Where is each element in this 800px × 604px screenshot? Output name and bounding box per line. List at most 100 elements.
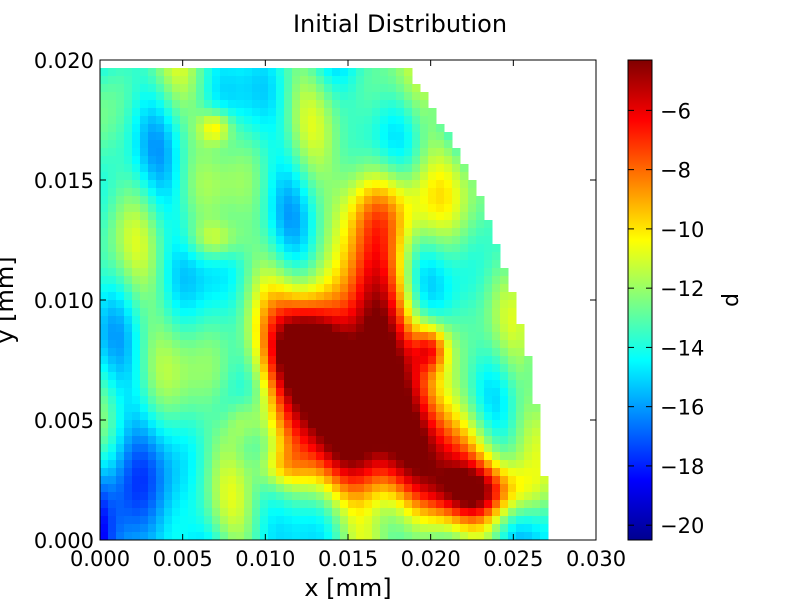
heatmap-cell: [260, 108, 269, 117]
heatmap-cell: [260, 372, 269, 381]
heatmap-cell: [132, 284, 141, 293]
heatmap-cell: [308, 252, 317, 261]
heatmap-cell: [116, 500, 125, 509]
heatmap-cell: [332, 380, 341, 389]
heatmap-cell: [212, 292, 221, 301]
heatmap-cell: [188, 300, 197, 309]
heatmap-cell: [252, 324, 261, 333]
heatmap-cell: [476, 532, 485, 540]
heatmap-cell: [132, 332, 141, 341]
heatmap-cell: [156, 396, 165, 405]
heatmap-cell: [540, 516, 549, 525]
heatmap-cell: [436, 220, 445, 229]
heatmap-cell: [172, 332, 181, 341]
heatmap-cell: [308, 68, 317, 77]
heatmap-cell: [436, 228, 445, 237]
heatmap-cell: [236, 460, 245, 469]
heatmap-cell: [540, 476, 549, 485]
heatmap-cell: [380, 300, 389, 309]
heatmap-cell: [460, 228, 469, 237]
heatmap-cell: [316, 76, 325, 85]
heatmap-cell: [180, 292, 189, 301]
heatmap-cell: [108, 332, 117, 341]
heatmap-cell: [292, 396, 301, 405]
heatmap-cell: [428, 244, 437, 253]
heatmap-cell: [540, 532, 549, 540]
heatmap-cell: [220, 364, 229, 373]
heatmap-cell: [396, 108, 405, 117]
heatmap-cell: [220, 372, 229, 381]
heatmap-cell: [364, 188, 373, 197]
heatmap-cell: [228, 148, 237, 157]
heatmap-cell: [308, 340, 317, 349]
heatmap-cell: [284, 460, 293, 469]
heatmap-cell: [284, 348, 293, 357]
heatmap-cell: [236, 172, 245, 181]
heatmap-cell: [428, 380, 437, 389]
heatmap-cell: [276, 380, 285, 389]
heatmap-cell: [332, 116, 341, 125]
heatmap-cell: [356, 196, 365, 205]
heatmap-cell: [388, 196, 397, 205]
heatmap-cell: [372, 524, 381, 533]
heatmap-cell: [196, 300, 205, 309]
heatmap-cell: [172, 100, 181, 109]
heatmap-cell: [508, 332, 517, 341]
heatmap-cell: [396, 388, 405, 397]
heatmap-cell: [228, 220, 237, 229]
heatmap-cell: [204, 380, 213, 389]
heatmap-cell: [484, 300, 493, 309]
heatmap-cell: [188, 124, 197, 133]
heatmap-cell: [268, 396, 277, 405]
colorbar-tick-label: −16: [660, 396, 704, 420]
heatmap-cell: [340, 260, 349, 269]
heatmap-cell: [380, 76, 389, 85]
heatmap-cell: [316, 84, 325, 93]
heatmap-cell: [412, 388, 421, 397]
heatmap-cell: [468, 348, 477, 357]
heatmap-cell: [300, 92, 309, 101]
heatmap-cell: [244, 212, 253, 221]
heatmap-cell: [508, 340, 517, 349]
heatmap-cell: [116, 236, 125, 245]
heatmap-cell: [532, 420, 541, 429]
heatmap-cell: [484, 316, 493, 325]
heatmap-cell: [348, 268, 357, 277]
heatmap-cell: [300, 300, 309, 309]
heatmap-cell: [236, 380, 245, 389]
heatmap-cell: [356, 444, 365, 453]
heatmap-cell: [340, 532, 349, 540]
heatmap-cell: [284, 524, 293, 533]
heatmap-cell: [460, 468, 469, 477]
heatmap-cell: [268, 492, 277, 501]
heatmap-cell: [380, 396, 389, 405]
heatmap-cell: [468, 324, 477, 333]
heatmap-cell: [476, 508, 485, 517]
heatmap-cell: [404, 76, 413, 85]
heatmap-cell: [372, 324, 381, 333]
heatmap-cell: [292, 92, 301, 101]
colorbar-ticks: −6−8−10−12−14−16−18−20: [628, 99, 704, 538]
heatmap-cell: [396, 420, 405, 429]
heatmap-cell: [420, 188, 429, 197]
heatmap-cell: [300, 420, 309, 429]
heatmap-cell: [132, 228, 141, 237]
heatmap-cell: [180, 532, 189, 540]
heatmap-cell: [180, 404, 189, 413]
heatmap-cell: [172, 436, 181, 445]
heatmap-cell: [380, 332, 389, 341]
heatmap-cell: [340, 500, 349, 509]
heatmap-cell: [124, 84, 133, 93]
heatmap-cell: [428, 204, 437, 213]
heatmap-cell: [348, 332, 357, 341]
heatmap-cell: [188, 276, 197, 285]
heatmap-cell: [308, 452, 317, 461]
heatmap-cell: [500, 268, 509, 277]
heatmap-cell: [268, 460, 277, 469]
heatmap-cell: [372, 388, 381, 397]
heatmap-cell: [140, 252, 149, 261]
heatmap-cell: [212, 276, 221, 285]
heatmap-cell: [268, 348, 277, 357]
heatmap-cell: [292, 100, 301, 109]
heatmap-cell: [476, 276, 485, 285]
